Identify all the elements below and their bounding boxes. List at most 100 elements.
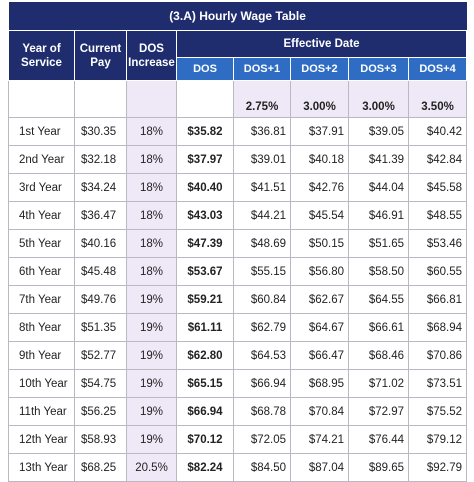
table-cell: $64.53 [233,341,291,370]
table-cell: $44.04 [348,173,409,202]
header-pay: Current Pay [74,30,127,81]
table-cell: $89.65 [348,453,409,482]
rate-row: 2.75% 3.00% 3.00% 3.50% [8,80,468,118]
table-cell: $68.25 [74,453,127,482]
table-row: 7th Year $49.76 19% $59.21 $60.84 $62.67 $64.5… [8,285,468,314]
table-cell: 19% [126,397,177,426]
step-header: DOS+4 [407,57,468,81]
table-cell: 18% [126,257,177,286]
table-cell: $66.47 [290,341,349,370]
table-row: 5th Year $40.16 18% $47.39 $48.69 $50.15 $51.6… [8,229,468,258]
table-cell: 7th Year [8,285,75,314]
table-cell: $42.76 [290,173,349,202]
wage-table: (3.A) Hourly Wage Table Year of Service … [8,2,468,482]
table-cell: $79.12 [407,425,468,454]
table-cell: 19% [126,285,177,314]
table-cell: 8th Year [8,313,75,342]
step-header: DOS [176,57,234,81]
rate-cell: 2.75% [233,80,291,118]
table-row: 2nd Year $32.18 18% $37.97 $39.01 $40.18 $41.3… [8,145,468,174]
table-cell: $39.01 [233,145,291,174]
table-cell: 6th Year [8,257,75,286]
table-cell: $66.61 [348,313,409,342]
table-cell: $43.03 [176,201,234,230]
table-cell: 18% [126,229,177,258]
table-cell: 18% [126,173,177,202]
table-cell: $32.18 [74,145,127,174]
table-cell: 13th Year [8,453,75,482]
table-cell: $72.05 [233,425,291,454]
blank-cell [74,80,127,118]
header-effective: Effective Date [175,30,468,58]
table-cell: $53.67 [176,257,234,286]
blank-cell [126,80,177,118]
table-cell: $66.94 [233,369,291,398]
table-row: 9th Year $52.77 19% $62.80 $64.53 $66.47 $68.4… [8,341,468,370]
rate-cell: 3.00% [348,80,409,118]
table-cell: $87.04 [290,453,349,482]
table-cell: $45.48 [74,257,127,286]
table-cell: $40.16 [74,229,127,258]
table-title: (3.A) Hourly Wage Table [8,2,467,31]
table-row: 1st Year $30.35 18% $35.82 $36.81 $37.91 $39.0… [8,117,468,146]
table-cell: $40.40 [176,173,234,202]
table-cell: $56.25 [74,397,127,426]
table-cell: $68.94 [407,313,468,342]
table-cell: $52.77 [74,341,127,370]
table-cell: 4th Year [8,201,75,230]
table-cell: 9th Year [8,341,75,370]
step-header: DOS+3 [348,57,409,81]
table-cell: 2nd Year [8,145,75,174]
table-cell: $84.50 [233,453,291,482]
table-cell: $41.39 [348,145,409,174]
table-cell: $70.86 [407,341,468,370]
table-cell: $73.51 [407,369,468,398]
blank-cell [176,80,234,118]
table-row: 4th Year $36.47 18% $43.03 $44.21 $45.54 $46.9… [8,201,468,230]
table-cell: 18% [126,145,177,174]
table-cell: $40.42 [407,117,468,146]
table-cell: $37.91 [290,117,349,146]
table-cell: $62.80 [176,341,234,370]
table-cell: 1st Year [8,117,75,146]
rate-cell: 3.00% [290,80,349,118]
table-row: 3rd Year $34.24 18% $40.40 $41.51 $42.76 $44.0… [8,173,468,202]
table-cell: $51.35 [74,313,127,342]
table-cell: $53.46 [407,229,468,258]
blank-cell [8,80,75,118]
table-cell: 20.5% [126,453,177,482]
table-cell: $46.91 [348,201,409,230]
table-cell: $45.54 [290,201,349,230]
table-row: 12th Year $58.93 19% $70.12 $72.05 $74.21 $76.… [8,425,468,454]
step-header: DOS+1 [233,57,291,81]
table-cell: $42.84 [407,145,468,174]
table-cell: 11th Year [8,397,75,426]
table-cell: $44.21 [233,201,291,230]
table-cell: $74.21 [290,425,349,454]
table-cell: 19% [126,425,177,454]
table-cell: 18% [126,201,177,230]
table-cell: $61.11 [176,313,234,342]
table-cell: $62.79 [233,313,291,342]
table-cell: $51.65 [348,229,409,258]
table-cell: $71.02 [348,369,409,398]
table-cell: $58.50 [348,257,409,286]
table-cell: $66.81 [407,285,468,314]
table-cell: $66.94 [176,397,234,426]
table-cell: $36.81 [233,117,291,146]
table-cell: $62.67 [290,285,349,314]
table-cell: $48.69 [233,229,291,258]
table-cell: 10th Year [8,369,75,398]
table-cell: $48.55 [407,201,468,230]
table-cell: $76.44 [348,425,409,454]
table-cell: 19% [126,369,177,398]
table-body: 2.75% 3.00% 3.00% 3.50% 1st Year $30.35 18% $3… [8,80,468,482]
table-cell: 19% [126,313,177,342]
table-cell: $39.05 [348,117,409,146]
table-cell: $41.51 [233,173,291,202]
table-cell: $54.75 [74,369,127,398]
table-cell: $56.80 [290,257,349,286]
header-increase: DOS Increase [126,30,177,81]
step-row: DOS DOS+1 DOS+2 DOS+3 DOS+4 [9,57,468,81]
